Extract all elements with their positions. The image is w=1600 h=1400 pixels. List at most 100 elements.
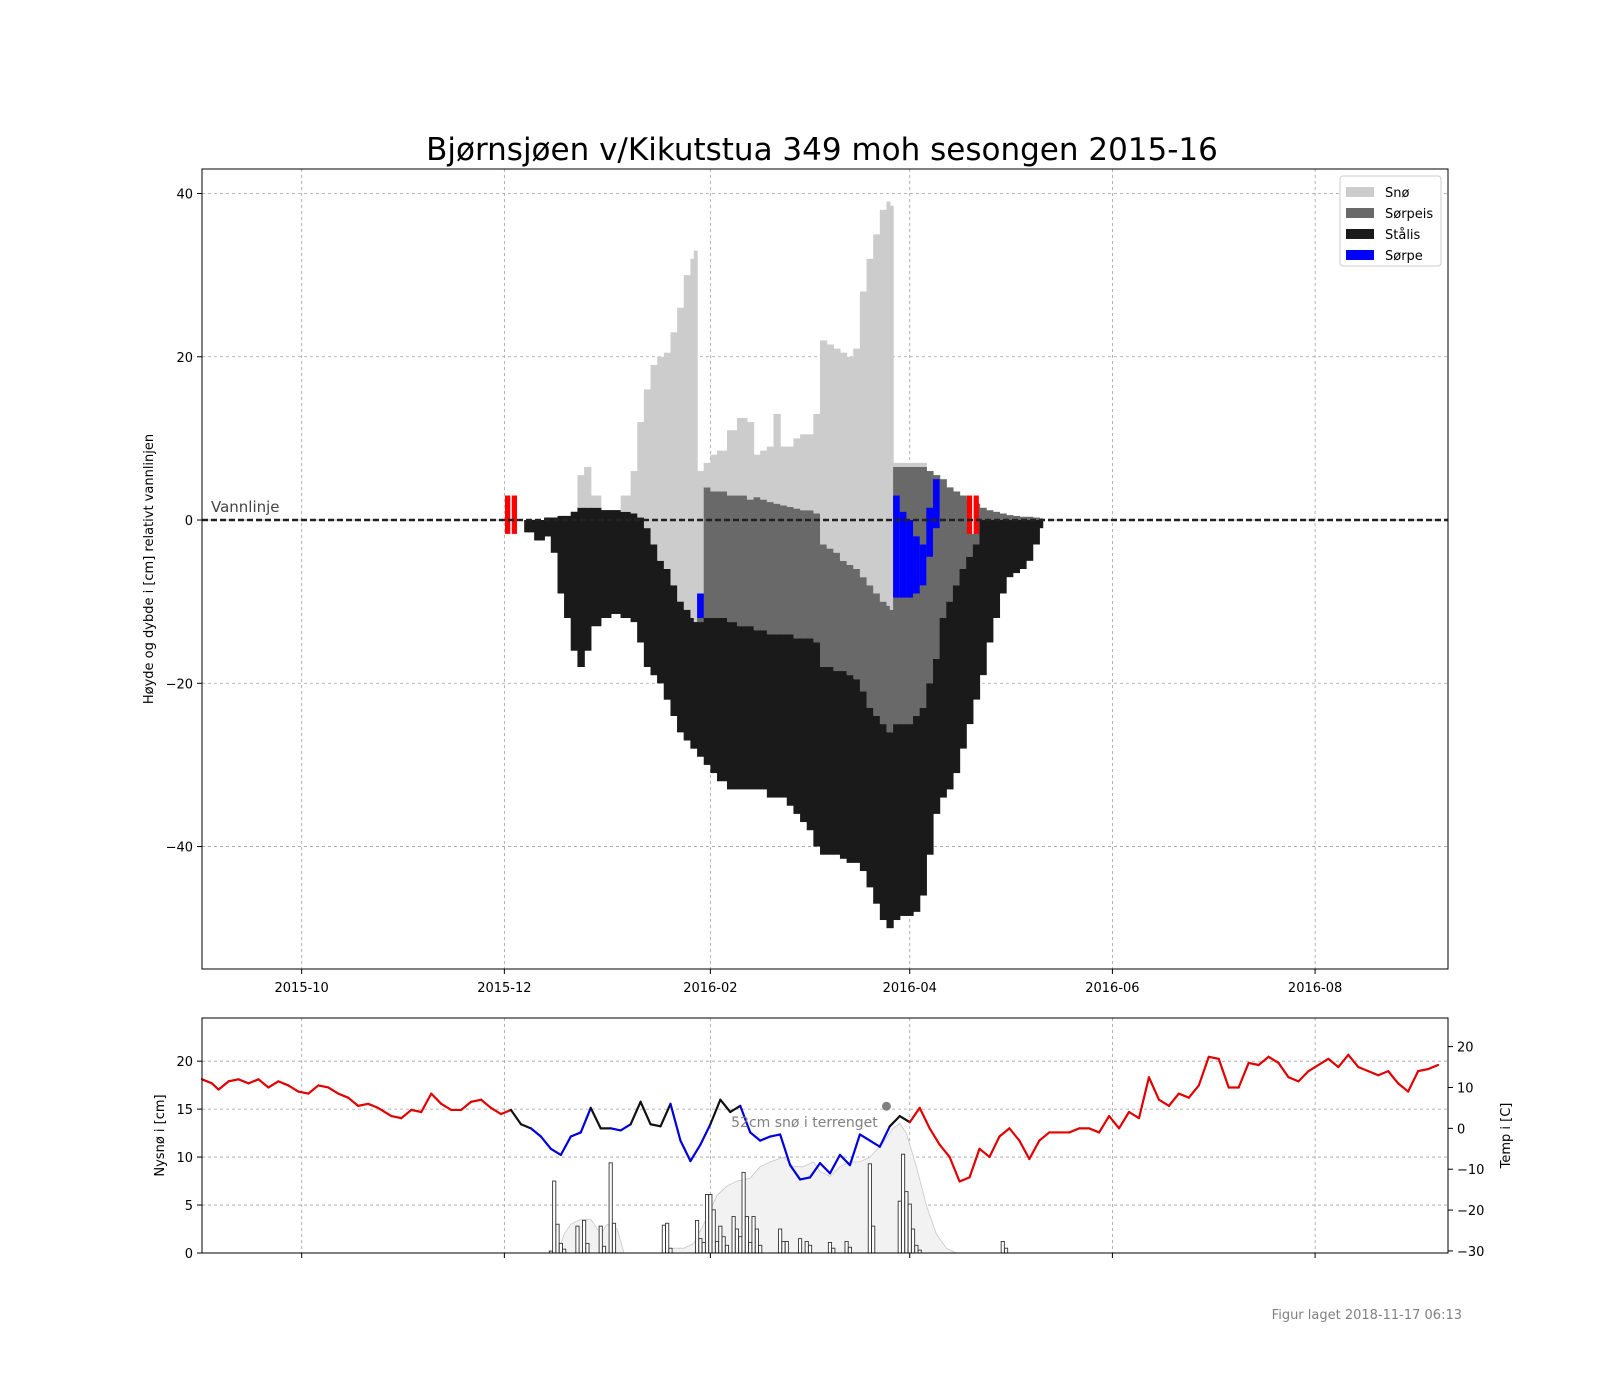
temperature-segment (689, 1143, 702, 1163)
steel-ice-bar (663, 569, 672, 700)
new-snow-bar (731, 1216, 736, 1254)
ice-profile-chart: Vannlinje 40 20 0 −20 −40 2015-10 2015-12 2016… (142, 168, 1449, 996)
temperature-segment (519, 1123, 533, 1130)
temperature-segment (1207, 1055, 1220, 1060)
new-snow-bar (778, 1228, 783, 1254)
snow-bar (753, 454, 761, 498)
slush-bar (906, 520, 914, 598)
slush-ice-bar (979, 507, 987, 521)
slush-ice-bar (866, 585, 874, 708)
temperature-segment (838, 1153, 852, 1167)
steel-ice-bar (806, 638, 814, 831)
new-snow-bar (562, 1248, 567, 1254)
temperature-segment (779, 1133, 792, 1167)
temperature-segment (237, 1078, 250, 1085)
y-axis-ticks: 40 20 0 −20 −40 (166, 187, 202, 856)
temperature-segment (629, 1100, 642, 1126)
chart-title: Bjørnsjøen v/Kikutstua 349 moh sesongen … (426, 132, 1218, 168)
slush-ice-bar (710, 491, 718, 618)
temperature-segment (480, 1098, 493, 1110)
temperature-segment (489, 1106, 503, 1116)
new-snow-bar (598, 1225, 603, 1254)
steel-ice-bar (690, 617, 695, 749)
temperature-segment (669, 1102, 682, 1142)
snow-bar (859, 291, 868, 578)
temperature-segment (639, 1100, 652, 1126)
temperature-segment (297, 1090, 310, 1095)
legend: Snø Sørpeis Stålis Sørpe (1339, 175, 1442, 267)
steel-ice-bar (1012, 520, 1020, 574)
snow-bar (766, 446, 775, 503)
steel-ice-bar (670, 585, 678, 716)
slush-ice-bar (853, 569, 861, 680)
steel-ice-bar (726, 622, 738, 790)
temperature-segment (858, 1133, 871, 1142)
steel-ice-bar (1032, 520, 1040, 545)
steel-ice-bar (833, 671, 841, 855)
temperature-segment (307, 1084, 320, 1095)
steel-ice-bar (693, 622, 698, 749)
temperature-segment (200, 1078, 214, 1085)
snow-bar (630, 471, 638, 514)
snow-bar (913, 462, 921, 467)
temperature-segment (659, 1102, 672, 1128)
temperature-segment (569, 1131, 582, 1138)
slush-bar (697, 593, 705, 618)
temperature-segment (210, 1082, 220, 1091)
new-snow-bar (558, 1242, 563, 1254)
slush-ice-bar (952, 491, 961, 586)
new-snow-bar (744, 1216, 749, 1254)
temperature-segment (958, 1176, 971, 1183)
snow-axis-ticks: 0 5 10 15 20 (176, 1055, 202, 1262)
temperature-segment (247, 1078, 260, 1085)
snow-bar (813, 413, 821, 514)
slush-ice-bar (1032, 517, 1040, 521)
y-tick-label: 20 (176, 351, 193, 366)
slush-bar (893, 495, 901, 598)
slush-ice-bar (1012, 515, 1020, 521)
snow-bar (657, 356, 665, 561)
slush-ice-bar (746, 499, 755, 627)
slush-ice-bar (859, 577, 868, 692)
new-snow-bar (738, 1236, 743, 1254)
new-snow-bar (831, 1247, 836, 1254)
x-tick-label: 2016-08 (1288, 981, 1342, 996)
temperature-segment (1277, 1061, 1290, 1079)
temperature-segment (888, 1114, 901, 1128)
legend-swatch (1346, 187, 1374, 197)
temperature-segment (1247, 1061, 1260, 1067)
legend-label: Snø (1385, 186, 1409, 201)
temperature-segment (549, 1147, 562, 1157)
temperature-segment (918, 1106, 931, 1130)
legend-label: Sørpeis (1385, 207, 1433, 222)
slush-ice-bar (773, 503, 781, 635)
ice-layers (524, 201, 1044, 929)
snow-bar (826, 344, 834, 549)
new-snow-bar (711, 1209, 716, 1254)
steel-ice-bar (1019, 520, 1027, 569)
slush-bar (899, 511, 908, 598)
snow-depth-annotation: 52cm snø i terrenget (731, 1115, 878, 1131)
temperature-segment (267, 1080, 280, 1089)
snow-bar (643, 389, 652, 529)
snow-bar (670, 332, 678, 586)
steel-ice-bar (959, 569, 967, 749)
legend-swatch (1346, 250, 1374, 260)
steel-ice-bar (1006, 520, 1014, 578)
steel-ice-bar (590, 507, 602, 627)
figure-footer: Figur laget 2018-11-17 06:13 (1272, 1308, 1462, 1323)
slush-ice-bar (926, 471, 934, 684)
steel-ice-bar (677, 601, 685, 733)
steel-ice-bar (932, 658, 941, 814)
slush-ice-bar (992, 511, 1001, 521)
new-snow-bar (844, 1241, 849, 1254)
temperature-segment (1426, 1063, 1440, 1071)
steel-ice-bar (753, 630, 761, 790)
snow-bar (773, 413, 781, 504)
new-snow-bar (807, 1244, 813, 1254)
temperature-segment (539, 1135, 552, 1150)
steel-ice-bar (760, 630, 768, 790)
new-snow-bar (798, 1238, 803, 1254)
snow-bar (866, 258, 874, 586)
